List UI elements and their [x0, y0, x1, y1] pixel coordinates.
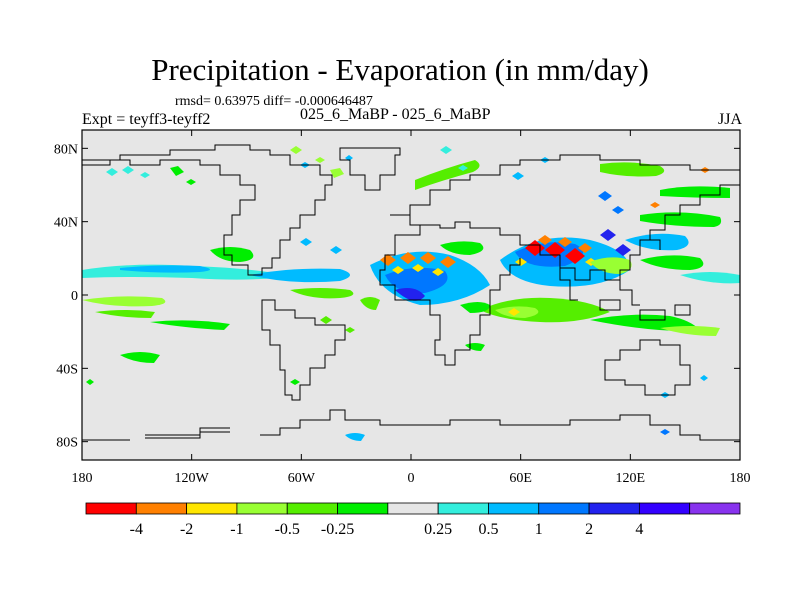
colorbar-label-8: 2 — [585, 521, 593, 538]
colorbar-label-3: -0.5 — [275, 521, 300, 538]
colorbar-label-9: 4 — [635, 521, 643, 538]
lon-label-0: 180 — [72, 471, 93, 486]
colorbar-swatch-7 — [437, 502, 489, 515]
colorbar-swatch-0 — [85, 502, 137, 515]
lat-label-1: 40N — [54, 216, 78, 231]
lon-label-5: 120E — [616, 471, 646, 486]
runs-label: 025_6_MaBP - 025_6_MaBP — [300, 106, 491, 123]
colorbar-swatch-10 — [588, 502, 640, 515]
colorbar-swatch-8 — [488, 502, 540, 515]
colorbar-label-5: 0.25 — [424, 521, 452, 538]
colorbar-swatch-4 — [286, 502, 338, 515]
colorbar-label-7: 1 — [535, 521, 543, 538]
colorbar-swatch-12 — [689, 502, 741, 515]
colorbar-swatch-3 — [236, 502, 288, 515]
anomaly-field — [82, 146, 740, 441]
lon-label-4: 60E — [509, 471, 532, 486]
colorbar-swatch-5 — [337, 502, 389, 515]
lon-label-2: 60W — [288, 471, 316, 486]
colorbar-swatch-1 — [135, 502, 188, 515]
colorbar-label-2: -1 — [230, 521, 243, 538]
coastlines — [82, 144, 740, 441]
colorbar-swatch-11 — [638, 502, 691, 515]
lon-label-3: 0 — [408, 471, 415, 486]
season-label: JJA — [717, 111, 742, 128]
latitude-axis: 80N 40N 0 40S 80S — [54, 142, 740, 451]
colorbar-label-4: -0.25 — [321, 521, 354, 538]
experiment-label: Expt = teyff3-teyff2 — [82, 111, 211, 128]
colorbar-swatch-9 — [538, 502, 590, 515]
colorbar: -4 -2 -1 -0.5 -0.25 0.25 0.5 1 2 4 — [85, 502, 741, 538]
stats-line: rmsd= 0.63975 diff= -0.000646487 — [175, 94, 373, 109]
plot-title: Precipitation - Evaporation (in mm/day) — [151, 52, 649, 87]
lat-label-4: 80S — [56, 436, 78, 451]
lat-label-3: 40S — [56, 362, 78, 377]
colorbar-label-6: 0.5 — [478, 521, 498, 538]
lon-label-1: 120W — [175, 471, 210, 486]
colorbar-label-1: -2 — [180, 521, 193, 538]
colorbar-swatch-6 — [387, 502, 439, 515]
lon-label-6: 180 — [730, 471, 751, 486]
lat-label-0: 80N — [54, 142, 78, 157]
longitude-axis: 180 120W 60W 0 60E 120E 180 — [72, 130, 751, 486]
lat-label-2: 0 — [71, 289, 78, 304]
colorbar-label-0: -4 — [130, 521, 143, 538]
colorbar-swatch-2 — [186, 502, 238, 515]
